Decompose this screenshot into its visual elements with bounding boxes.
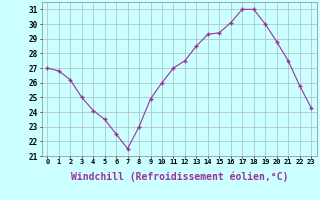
X-axis label: Windchill (Refroidissement éolien,°C): Windchill (Refroidissement éolien,°C): [70, 171, 288, 182]
